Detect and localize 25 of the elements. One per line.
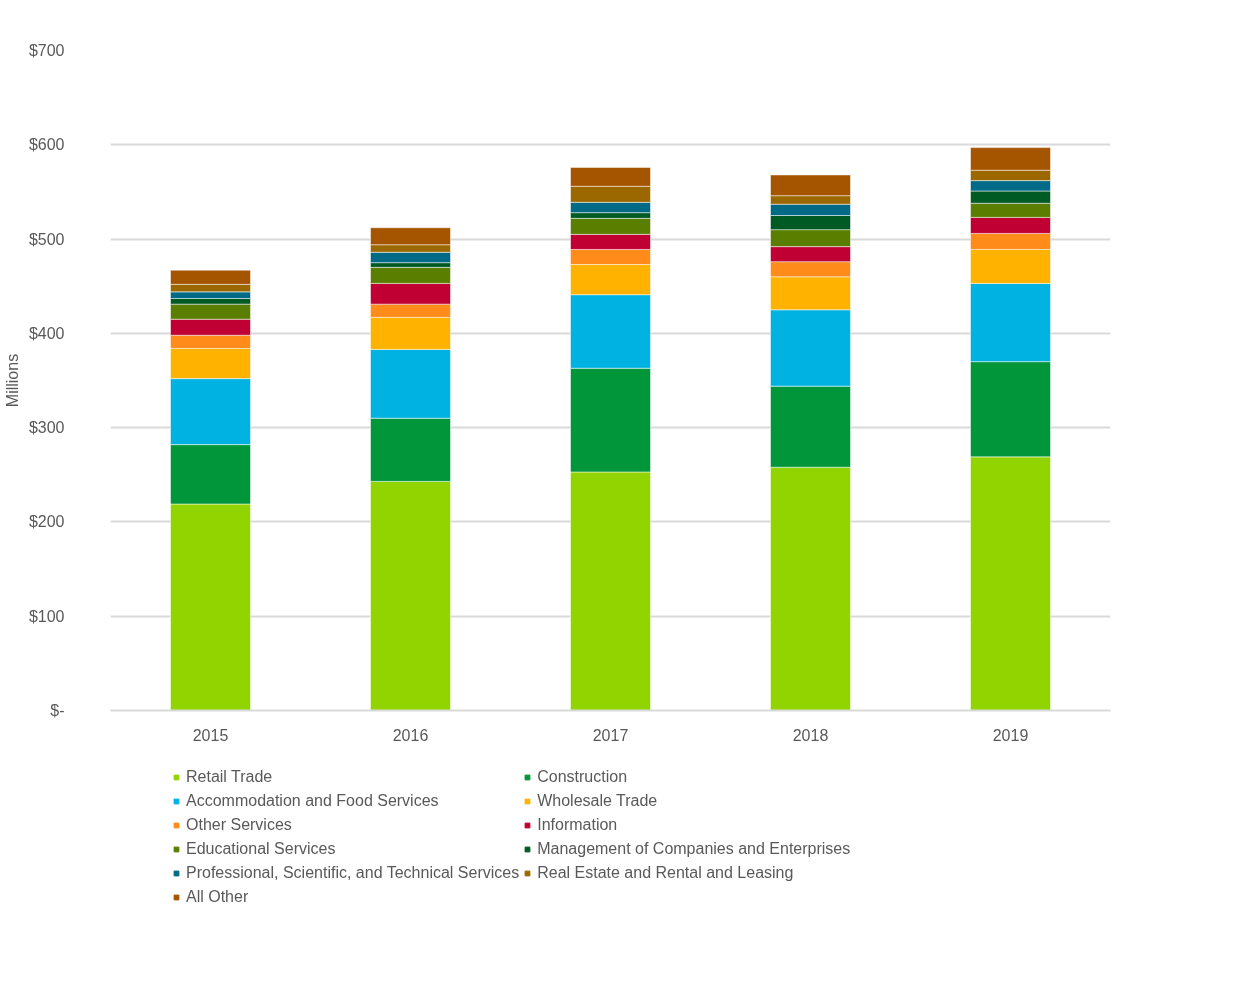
legend-label: Retail Trade <box>186 767 273 787</box>
legend-label: Real Estate and Rental and Leasing <box>537 863 794 883</box>
legend-label: All Other <box>186 887 249 907</box>
legend-label: Wholesale Trade <box>537 791 658 811</box>
legend-label: Information <box>537 815 618 835</box>
legend-label: Professional, Scientific, and Technical Services <box>186 863 520 883</box>
legend-label: Accommodation and Food Services <box>186 791 439 811</box>
y-tick-label: $700 <box>28 42 65 59</box>
x-tick-label: 2016 <box>392 726 429 744</box>
y-tick-label: $100 <box>28 607 65 625</box>
x-tick-label: 2019 <box>992 726 1029 744</box>
y-tick-label: $400 <box>28 324 65 342</box>
legend-label: Management of Companies and Enterprises <box>537 839 851 859</box>
y-tick-label: $300 <box>28 419 65 437</box>
legend-label: Construction <box>537 767 628 787</box>
legend-label: Other Services <box>186 815 292 835</box>
y-tick-label: $200 <box>28 513 65 531</box>
x-tick-label: 2017 <box>592 726 629 744</box>
legend-label: Educational Services <box>186 839 336 859</box>
x-tick-label: 2018 <box>792 726 829 744</box>
x-tick-label: 2015 <box>192 726 229 744</box>
y-tick-label: $- <box>50 702 65 719</box>
y-tick-label: $500 <box>28 230 65 248</box>
y-axis-title: Millions <box>3 353 21 408</box>
y-tick-label: $600 <box>28 136 65 154</box>
